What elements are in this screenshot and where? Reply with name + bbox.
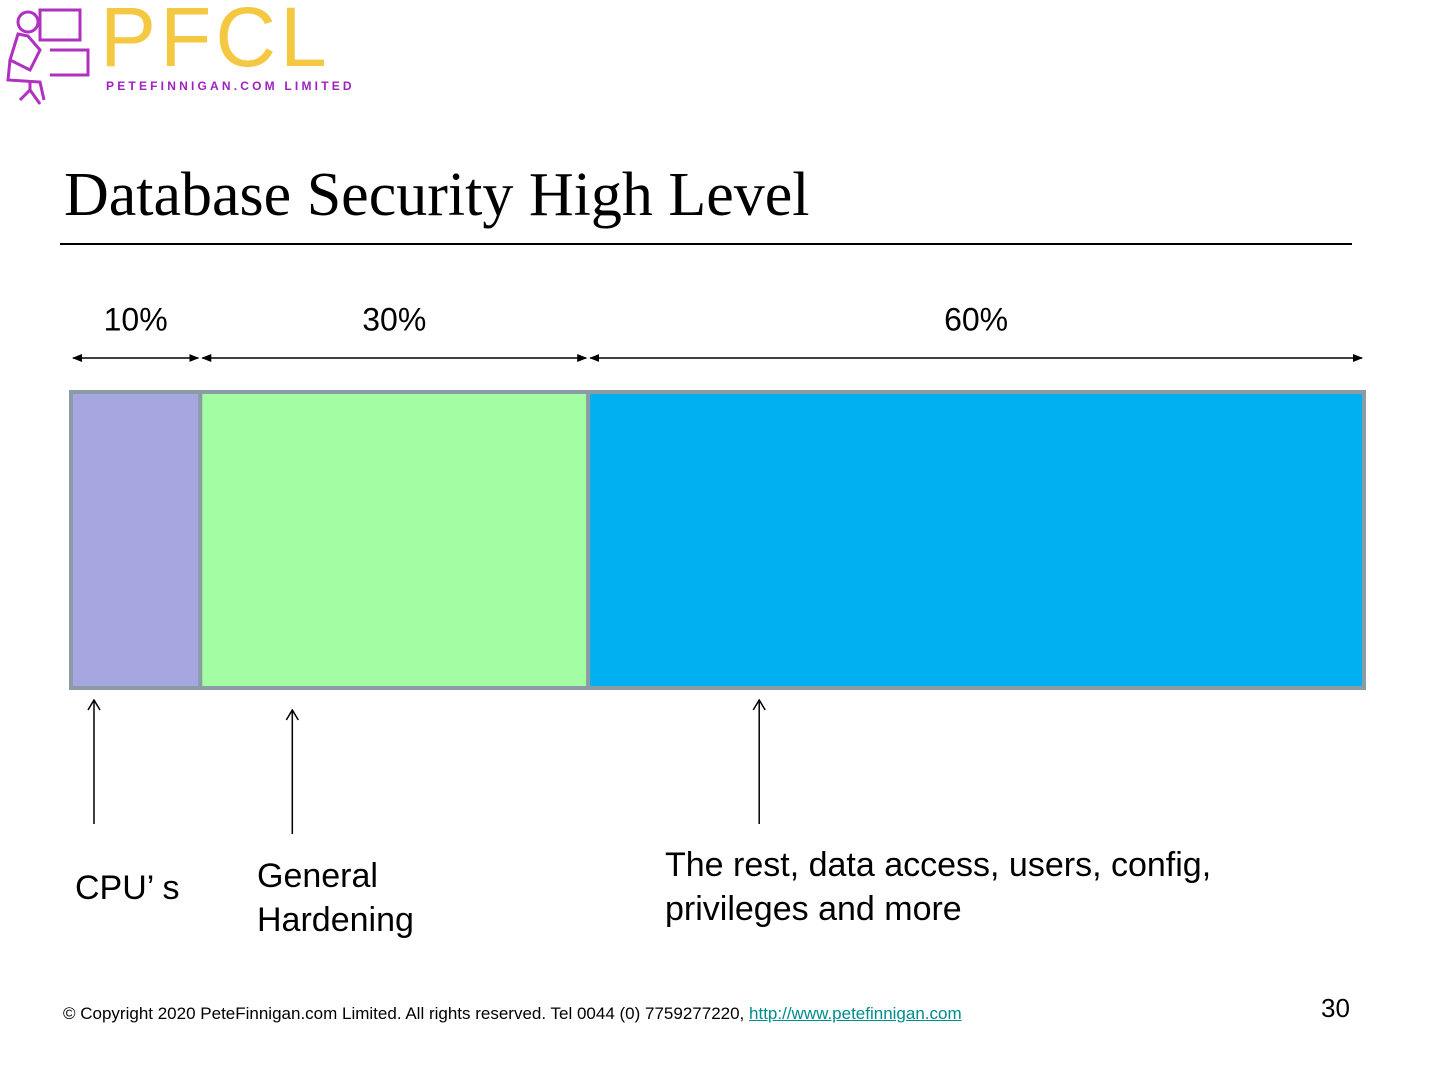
segment [586, 390, 1366, 690]
footer-link[interactable]: http://www.petefinnigan.com [749, 1004, 962, 1023]
caption: The rest, data access, users, config, pr… [665, 846, 1212, 928]
value-label: 30% [362, 301, 426, 337]
slide-title: Database Security High Level [64, 161, 810, 229]
segment [69, 390, 203, 690]
value-label: 10% [104, 301, 168, 337]
caption: General Hardening [257, 857, 414, 939]
page-number: 30 [1321, 993, 1350, 1023]
caption: CPU’ s [75, 869, 180, 907]
logo-subtitle: PETEFINNIGAN.COM LIMITED [106, 79, 355, 93]
footer: © Copyright 2020 PeteFinnigan.com Limite… [63, 1004, 962, 1024]
logo-name: PFCL [100, 0, 331, 84]
logo-figure [6, 8, 90, 105]
copyright: © Copyright 2020 PeteFinnigan.com Limite… [63, 1004, 750, 1023]
value-label: 60% [944, 301, 1008, 337]
segment [198, 390, 591, 690]
